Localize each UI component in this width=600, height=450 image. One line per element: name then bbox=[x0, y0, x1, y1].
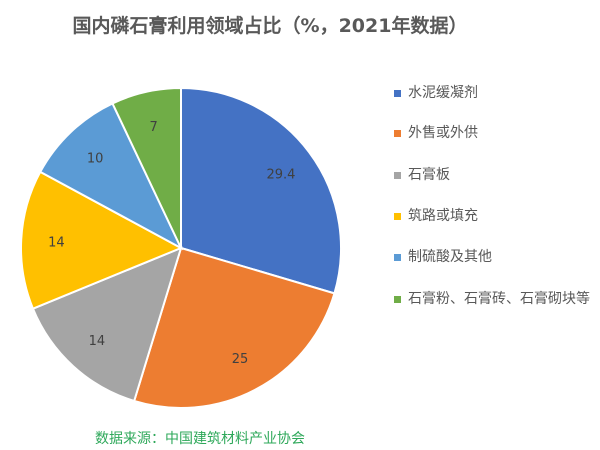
legend-label: 筑路或填充 bbox=[408, 208, 478, 224]
legend-label: 石膏板 bbox=[408, 167, 450, 183]
legend-swatch bbox=[394, 130, 401, 137]
data-label: 10 bbox=[87, 151, 104, 166]
data-label: 25 bbox=[232, 352, 249, 367]
source-note: 数据来源：中国建筑材料产业协会 bbox=[95, 431, 305, 447]
legend-label: 石膏粉、石膏砖、石膏砌块等 bbox=[408, 291, 590, 307]
legend-swatch bbox=[394, 213, 401, 220]
data-label: 29.4 bbox=[267, 167, 296, 182]
legend-label: 水泥缓凝剂 bbox=[408, 85, 478, 101]
pie-slice bbox=[132, 246, 336, 409]
legend-item: 水泥缓凝剂 bbox=[394, 84, 478, 103]
legend-item: 石膏粉、石膏砖、石膏砌块等 bbox=[394, 290, 590, 309]
data-label: 7 bbox=[149, 120, 157, 135]
pie-slice bbox=[38, 102, 184, 251]
data-label: 14 bbox=[48, 235, 65, 250]
legend-label: 外售或外供 bbox=[408, 125, 478, 141]
legend-swatch bbox=[394, 90, 401, 97]
legend-swatch bbox=[394, 296, 401, 303]
legend-item: 筑路或填充 bbox=[394, 207, 478, 226]
legend-item: 制硫酸及其他 bbox=[394, 248, 492, 267]
legend-item: 石膏板 bbox=[394, 166, 450, 185]
pie-chart: 29.4 25 14 14 10 7 bbox=[20, 86, 342, 409]
pie-slice bbox=[111, 86, 182, 249]
legend-item: 外售或外供 bbox=[394, 124, 478, 143]
pie-slice bbox=[31, 246, 183, 403]
legend-swatch bbox=[394, 172, 401, 179]
legend-label: 制硫酸及其他 bbox=[408, 249, 492, 265]
legend-swatch bbox=[394, 254, 401, 261]
data-label: 14 bbox=[89, 334, 106, 349]
pie-slice bbox=[20, 170, 184, 310]
chart-title: 国内磷石膏利用领域占比（%，2021年数据） bbox=[72, 15, 468, 37]
pie-slice bbox=[180, 86, 342, 295]
